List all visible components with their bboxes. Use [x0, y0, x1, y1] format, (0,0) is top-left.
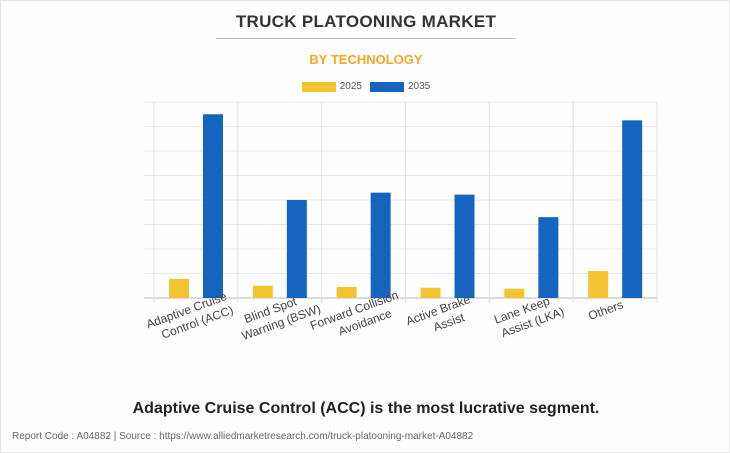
key-insight: Adaptive Cruise Control (ACC) is the mos… — [132, 400, 600, 417]
x-tick-label: Adaptive CruiseControl (ACC) — [144, 289, 235, 346]
bar-2035 — [454, 194, 475, 298]
chart-title: TRUCK PLATOONING MARKET — [235, 12, 497, 31]
bar-2025 — [252, 285, 273, 298]
legend-swatch-2035 — [370, 81, 404, 92]
legend-label: 2035 — [408, 81, 431, 92]
chart-subtitle: BY TECHNOLOGY — [309, 52, 423, 67]
bar-2025 — [588, 271, 609, 298]
bar-2025 — [504, 288, 525, 298]
legend-item-2025[interactable]: 2025 — [301, 81, 362, 92]
bar-2035 — [538, 217, 559, 298]
bar-2035 — [203, 114, 223, 298]
bar-2035 — [622, 120, 643, 298]
bar-2035 — [370, 192, 391, 298]
plot-area: Adaptive CruiseControl (ACC) Blind SpotWa… — [144, 101, 658, 347]
x-tick-label: Others — [586, 298, 625, 323]
x-tick-label: Forward CollisionAvoidance — [308, 288, 405, 347]
bar-2025 — [336, 286, 357, 298]
bar-2025 — [169, 278, 189, 298]
source-footer: Report Code : A04882 | Source : https://… — [12, 431, 474, 442]
x-tick-label: Active BrakeAssist — [404, 292, 478, 342]
bar-2035 — [286, 200, 307, 298]
x-tick-label: Blind SpotWarning (BSW) — [235, 287, 323, 343]
legend-swatch-2025 — [301, 81, 336, 92]
legend: 2025 2035 — [1, 81, 729, 92]
legend-item-2035[interactable]: 2035 — [370, 81, 430, 92]
legend-label: 2025 — [339, 81, 362, 92]
title-divider — [216, 38, 516, 39]
bar-2025 — [420, 287, 441, 298]
